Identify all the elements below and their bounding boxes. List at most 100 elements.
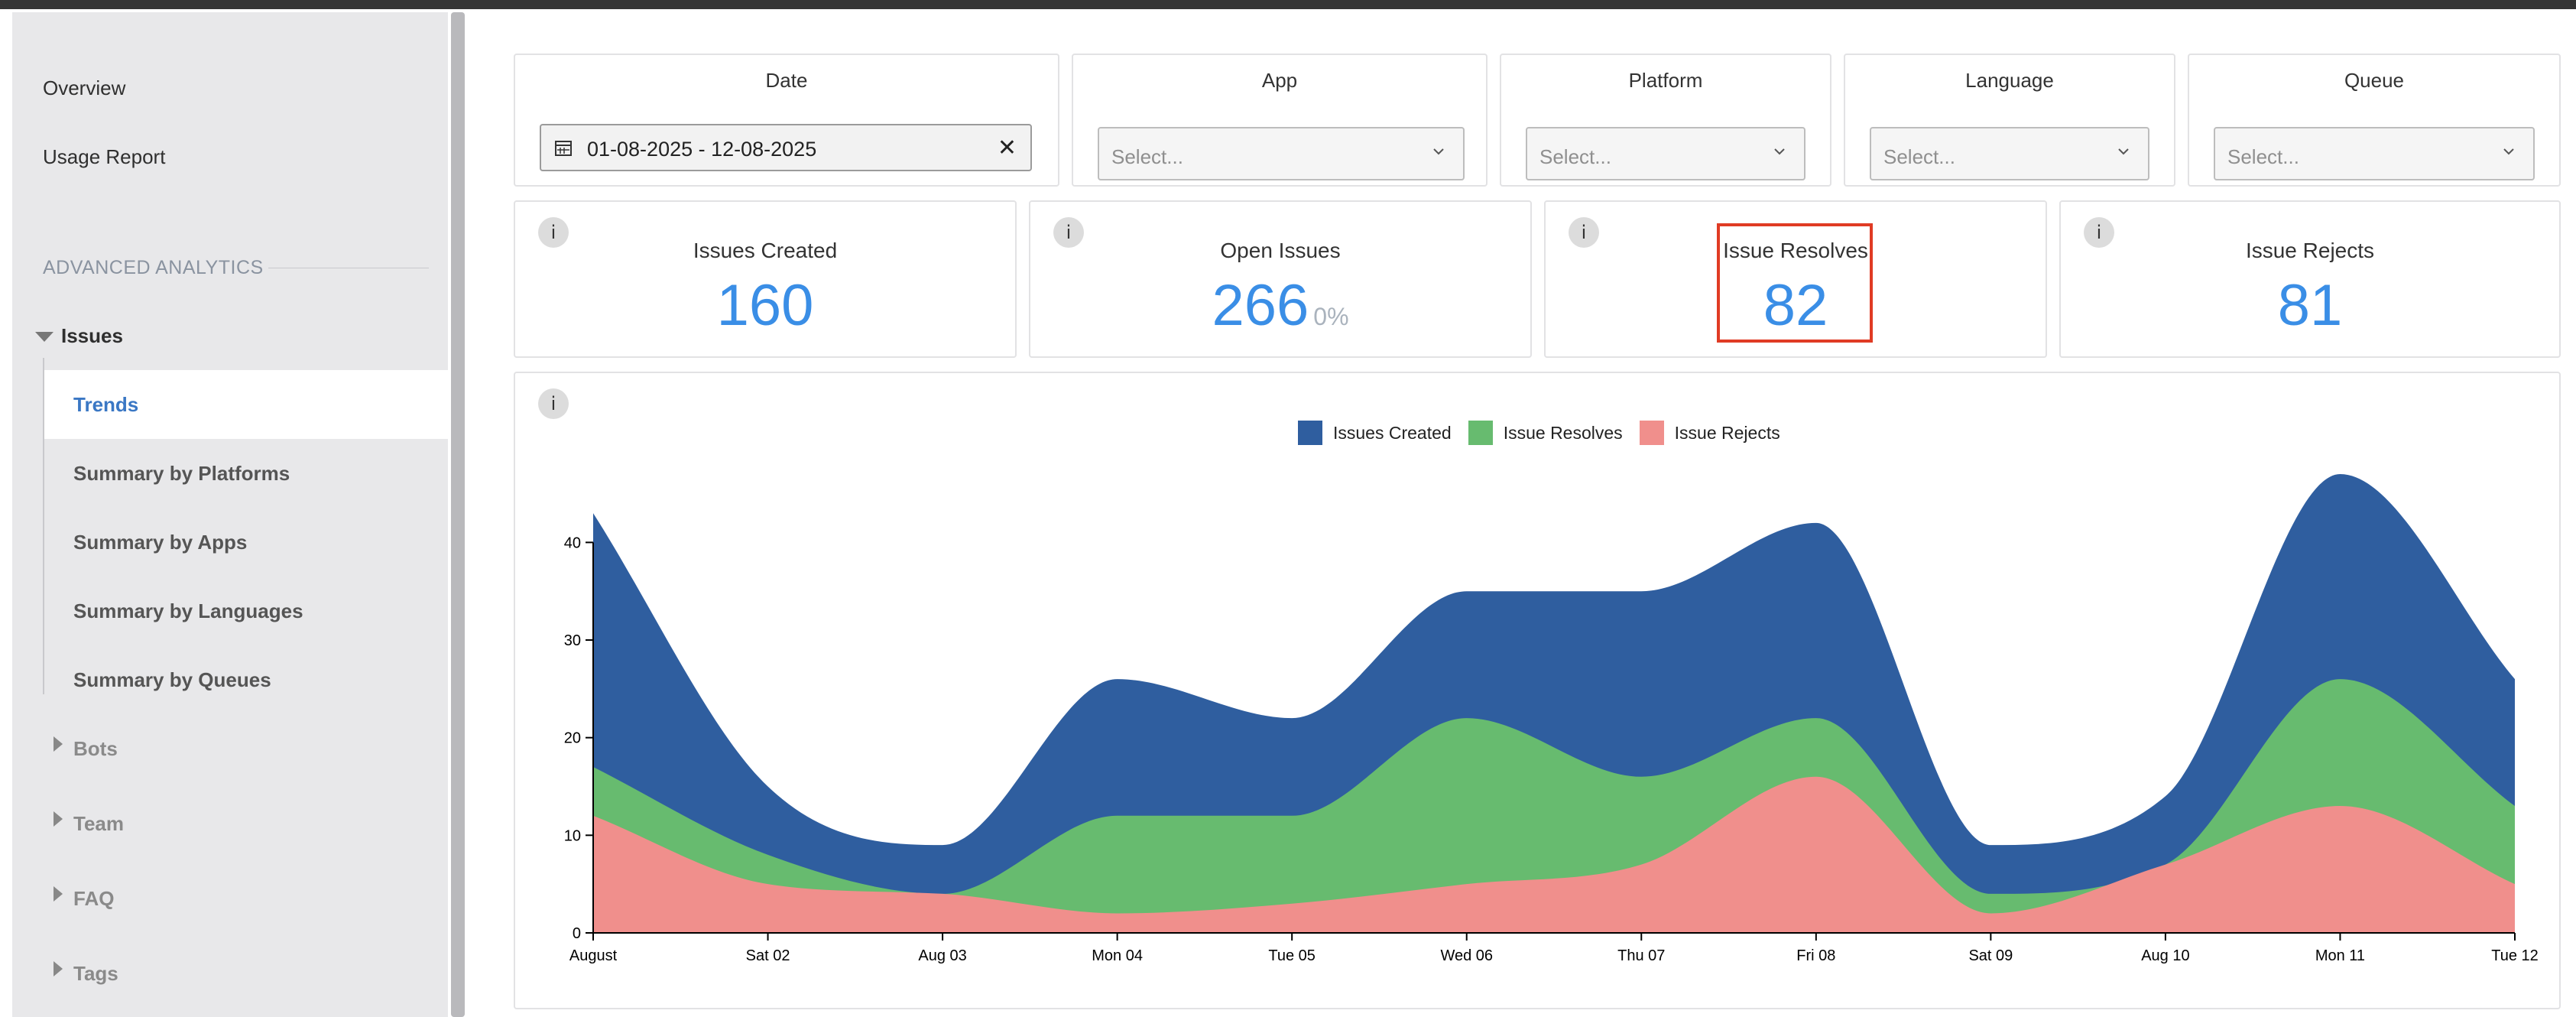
sidebar-item-tags[interactable]: Tags (73, 962, 118, 985)
close-icon[interactable]: ✕ (997, 135, 1017, 161)
app-filter: App Select... (1072, 54, 1488, 187)
sidebar-section-title: ADVANCED ANALYTICS (43, 257, 264, 278)
select-placeholder: Select... (1883, 145, 1955, 168)
queue-filter: Queue Select... (2188, 54, 2561, 187)
kpi-percentage: 0% (1313, 303, 1349, 330)
filter-label: Language (1965, 69, 2054, 92)
app-select[interactable]: Select... (1098, 127, 1465, 180)
area-series-issue-resolves[interactable] (593, 679, 2515, 933)
info-icon[interactable]: i (538, 217, 569, 248)
sidebar-item-usage-report[interactable]: Usage Report (43, 145, 166, 168)
window-top-bar (0, 0, 2576, 9)
legend-label: Issue Resolves (1503, 422, 1623, 443)
select-placeholder: Select... (1111, 145, 1183, 168)
language-filter: Language Select... (1844, 54, 2175, 187)
y-tick-label: 20 (564, 730, 581, 747)
kpi-title: Issue Resolves (1723, 239, 1868, 262)
legend-item[interactable]: Issue Rejects (1639, 421, 1780, 445)
sidebar-scrollbar[interactable] (451, 12, 465, 1017)
language-select[interactable]: Select... (1870, 127, 2149, 180)
x-tick-label: Sat 09 (1968, 947, 2013, 964)
kpi-title: Open Issues (1220, 239, 1341, 262)
x-tick-label: Mon 11 (2315, 947, 2365, 964)
x-tick-label: Tue 12 (2491, 947, 2539, 964)
caret-right-icon[interactable] (54, 811, 63, 827)
sidebar-item-summary-apps[interactable]: Summary by Apps (73, 531, 248, 554)
sidebar-item-faq[interactable]: FAQ (73, 887, 115, 910)
area-series-issue-rejects[interactable] (593, 776, 2515, 933)
select-placeholder: Select... (2227, 145, 2299, 168)
x-tick-label: August (569, 947, 618, 964)
platform-filter: Platform Select... (1500, 54, 1831, 187)
sidebar-item-team[interactable]: Team (73, 812, 124, 835)
chevron-down-icon (1774, 148, 1785, 155)
x-tick-label: Aug 10 (2141, 947, 2189, 964)
queue-select[interactable]: Select... (2214, 127, 2535, 180)
trends-chart-card: i Issues Created Issue Resolves Issue Re… (514, 372, 2561, 1009)
kpi-title: Issue Rejects (2245, 239, 2375, 262)
select-placeholder: Select... (1539, 145, 1611, 168)
kpi-card-issue-resolves: i Issue Resolves 82 (1544, 200, 2047, 358)
caret-right-icon[interactable] (54, 961, 63, 976)
sidebar-item-overview[interactable]: Overview (43, 76, 126, 99)
legend-swatch (1639, 421, 1664, 445)
y-tick-label: 30 (564, 632, 581, 649)
sidebar-item-summary-languages[interactable]: Summary by Languages (73, 599, 303, 622)
sidebar-item-label: Trends (73, 393, 139, 416)
calendar-icon (555, 141, 572, 156)
caret-right-icon[interactable] (54, 736, 63, 752)
y-tick-label: 0 (573, 925, 581, 942)
sidebar: Overview Usage Report ADVANCED ANALYTICS… (12, 12, 459, 1017)
x-tick-label: Fri 08 (1796, 947, 1835, 964)
filter-label: Queue (2344, 69, 2405, 92)
kpi-value: 266 0% (1212, 273, 1349, 338)
legend-label: Issues Created (1333, 422, 1452, 443)
sidebar-item-summary-platforms[interactable]: Summary by Platforms (73, 462, 290, 485)
sidebar-item-issues[interactable]: Issues (61, 324, 123, 347)
kpi-value: 160 (716, 273, 814, 338)
area-chart: 0 10 20 30 40 August Sat 02 Aug 03 Mon 04 Tue 05 W… (564, 474, 2539, 964)
filter-label: Date (765, 69, 808, 92)
kpi-card-open-issues: i Open Issues 266 0% (1029, 200, 1532, 358)
sidebar-item-summary-queues[interactable]: Summary by Queues (73, 668, 271, 691)
platform-select[interactable]: Select... (1526, 127, 1805, 180)
highlight-box (1717, 223, 1873, 343)
sidebar-item-bots[interactable]: Bots (73, 737, 118, 760)
info-icon[interactable]: i (538, 388, 569, 419)
kpi-value: 82 (1763, 273, 1828, 338)
kpi-value: 81 (2277, 273, 2343, 338)
filter-label: Platform (1628, 69, 1703, 92)
caret-down-icon[interactable] (35, 332, 54, 342)
y-tick-label: 40 (564, 534, 581, 551)
x-tick-label: Mon 04 (1092, 947, 1143, 964)
info-icon[interactable]: i (1053, 217, 1084, 248)
area-series-issues-created[interactable] (593, 474, 2515, 933)
date-range-input[interactable]: 01-08-2025 - 12-08-2025 ✕ (540, 124, 1032, 171)
kpi-title: Issues Created (693, 239, 838, 262)
x-tick-label: Aug 03 (918, 947, 966, 964)
info-icon[interactable]: i (2084, 217, 2114, 248)
kpi-card-issues-created: i Issues Created 160 (514, 200, 1017, 358)
legend-swatch (1298, 421, 1322, 445)
chart-legend: Issues Created Issue Resolves Issue Reje… (1298, 421, 1797, 445)
date-filter: Date 01-08-2025 - 12-08-2025 ✕ (514, 54, 1059, 187)
x-tick-label: Sat 02 (746, 947, 790, 964)
x-tick-label: Thu 07 (1617, 947, 1665, 964)
info-icon[interactable]: i (1569, 217, 1599, 248)
kpi-card-issue-rejects: i Issue Rejects 81 (2059, 200, 2561, 358)
x-tick-label: Wed 06 (1440, 947, 1493, 964)
legend-item[interactable]: Issue Resolves (1468, 421, 1623, 445)
filter-label: App (1261, 69, 1298, 92)
date-range-value: 01-08-2025 - 12-08-2025 (587, 138, 817, 161)
legend-label: Issue Rejects (1674, 422, 1780, 443)
legend-swatch (1468, 421, 1493, 445)
y-tick-label: 10 (564, 827, 581, 844)
chevron-down-icon (1433, 148, 1444, 155)
caret-right-icon[interactable] (54, 886, 63, 902)
chevron-down-icon (2118, 148, 2129, 155)
sidebar-item-trends[interactable]: Trends (44, 370, 459, 439)
x-tick-label: Tue 05 (1268, 947, 1316, 964)
legend-item[interactable]: Issues Created (1298, 421, 1452, 445)
tree-line (43, 358, 44, 694)
chevron-down-icon (2503, 148, 2514, 155)
